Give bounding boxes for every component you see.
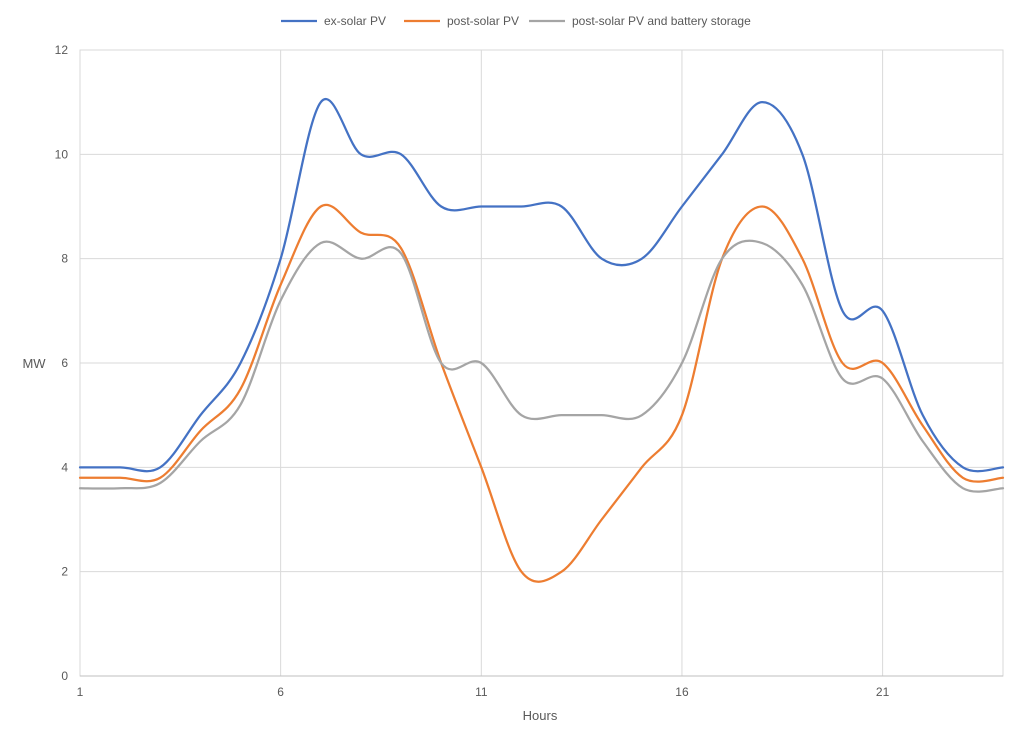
- legend: ex-solar PV post-solar PV post-solar PV an…: [281, 14, 751, 28]
- legend-label: post-solar PV and battery storage: [572, 14, 751, 28]
- series-line-2: [78, 203, 1005, 583]
- y-axis-label: MW: [22, 356, 46, 371]
- y-tick-label: 10: [55, 147, 69, 161]
- series-line-3: [78, 239, 1005, 493]
- x-tick-label: 16: [675, 685, 689, 699]
- series-lines: [78, 98, 1005, 583]
- y-tick-label: 8: [61, 252, 68, 266]
- y-tick-label: 0: [61, 669, 68, 683]
- x-axis-label: Hours: [523, 708, 558, 723]
- legend-label: post-solar PV: [447, 14, 519, 28]
- y-tick-label: 12: [55, 43, 69, 57]
- x-tick-label: 6: [277, 685, 284, 699]
- y-tick-label: 4: [61, 460, 68, 474]
- legend-label: ex-solar PV: [324, 14, 386, 28]
- x-tick-label: 11: [475, 685, 488, 699]
- series-line-1: [78, 98, 1005, 473]
- x-tick-label: 21: [876, 685, 890, 699]
- y-tick-label: 2: [61, 565, 68, 579]
- y-tick-label: 6: [61, 356, 68, 370]
- x-tick-label: 1: [77, 685, 84, 699]
